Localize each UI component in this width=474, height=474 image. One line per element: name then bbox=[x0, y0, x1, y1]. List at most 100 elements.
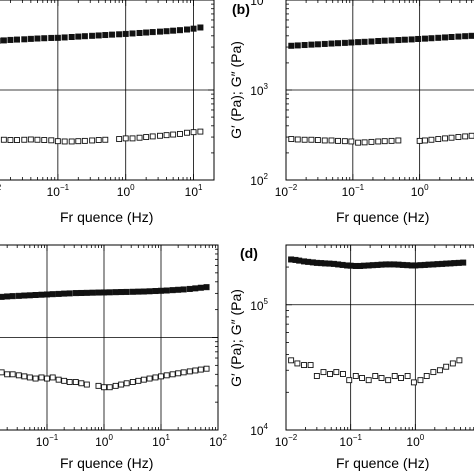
series-loss-modulus bbox=[0, 128, 204, 145]
panel-d: 10−2 10−1 100 104 105 Fr quence (Hz) G′ (Pa); … bbox=[228, 244, 474, 471]
data-point-open bbox=[184, 129, 190, 136]
data-point-filled bbox=[72, 290, 79, 297]
data-point-filled bbox=[4, 293, 11, 300]
x-tick-label: 100 bbox=[117, 183, 135, 199]
plot-frame bbox=[0, 0, 215, 181]
data-point-filled bbox=[347, 262, 354, 269]
data-point-open bbox=[381, 138, 388, 145]
data-point-filled bbox=[301, 42, 308, 49]
data-point-filled bbox=[129, 288, 136, 295]
data-point-open bbox=[106, 384, 113, 391]
data-point-filled bbox=[68, 34, 75, 41]
data-point-open bbox=[0, 136, 7, 143]
data-point-open bbox=[340, 371, 346, 377]
data-point-filled bbox=[321, 40, 328, 47]
x-tick-label: 10−2 bbox=[275, 433, 298, 449]
data-point-filled bbox=[186, 285, 193, 292]
data-point-open bbox=[417, 377, 424, 384]
data-point-open bbox=[163, 372, 170, 379]
data-point-open bbox=[169, 371, 176, 378]
data-point-open bbox=[83, 381, 90, 388]
plot-frame bbox=[285, 0, 474, 181]
data-point-filled bbox=[388, 37, 395, 44]
data-point-filled bbox=[183, 26, 190, 33]
data-point-open bbox=[448, 134, 455, 141]
data-point-filled bbox=[415, 35, 422, 42]
data-point-filled bbox=[163, 28, 170, 35]
data-point-open bbox=[116, 136, 123, 143]
panel-label-d: (d) bbox=[240, 245, 258, 261]
data-point-open bbox=[372, 373, 379, 379]
series-storage-modulus bbox=[0, 24, 204, 44]
x-tick-label: 100 bbox=[406, 433, 424, 449]
data-point-open bbox=[348, 138, 355, 145]
data-point-filled bbox=[149, 29, 156, 36]
data-point-open bbox=[449, 360, 456, 367]
data-point-filled bbox=[308, 41, 315, 48]
data-point-open bbox=[149, 133, 156, 140]
data-point-open bbox=[346, 377, 353, 384]
data-point-filled bbox=[61, 290, 68, 297]
data-point-open bbox=[61, 377, 68, 384]
data-point-filled bbox=[116, 31, 123, 38]
data-point-filled bbox=[26, 292, 33, 299]
data-point-filled bbox=[288, 42, 295, 49]
data-point-filled bbox=[34, 35, 41, 42]
data-point-filled bbox=[78, 289, 85, 296]
data-point-open bbox=[355, 139, 362, 146]
data-point-filled bbox=[21, 36, 28, 43]
series-storage-modulus bbox=[0, 284, 210, 300]
data-point-filled bbox=[54, 34, 61, 41]
data-point-open bbox=[410, 379, 417, 386]
data-point-open bbox=[190, 129, 197, 136]
data-point-open bbox=[38, 374, 45, 381]
data-point-open bbox=[404, 373, 411, 379]
data-point-filled bbox=[197, 284, 204, 291]
data-point-open bbox=[197, 366, 204, 373]
data-point-open bbox=[455, 134, 462, 141]
data-point-filled bbox=[442, 34, 449, 41]
data-point-filled bbox=[381, 37, 388, 44]
data-point-open bbox=[333, 369, 340, 376]
data-point-open bbox=[388, 137, 395, 144]
data-point-open bbox=[462, 133, 469, 140]
data-point-open bbox=[157, 132, 163, 139]
x-tick-label: 101 bbox=[152, 433, 170, 449]
data-point-open bbox=[158, 373, 164, 380]
data-point-filled bbox=[101, 289, 107, 296]
data-point-open bbox=[378, 375, 385, 381]
data-point-open bbox=[385, 377, 392, 384]
data-point-filled bbox=[0, 293, 5, 300]
data-point-filled bbox=[140, 288, 147, 295]
data-point-open bbox=[95, 382, 102, 389]
data-point-open bbox=[395, 137, 402, 144]
data-point-filled bbox=[129, 30, 136, 37]
data-point-open bbox=[112, 382, 119, 389]
data-point-open bbox=[118, 381, 125, 388]
data-point-filled bbox=[163, 287, 170, 294]
data-point-filled bbox=[135, 288, 142, 295]
data-point-open bbox=[9, 371, 16, 378]
y-tick-label: 105 bbox=[250, 297, 268, 313]
data-point-filled bbox=[75, 33, 82, 40]
data-point-filled bbox=[44, 291, 50, 298]
data-point-filled bbox=[455, 33, 462, 40]
data-point-filled bbox=[335, 40, 342, 47]
data-point-open bbox=[197, 128, 204, 135]
data-point-open bbox=[320, 369, 327, 376]
data-point-open bbox=[314, 137, 321, 143]
data-point-open bbox=[359, 375, 366, 381]
data-point-open bbox=[66, 379, 73, 385]
data-point-open bbox=[122, 135, 129, 142]
data-point-open bbox=[423, 373, 430, 379]
data-point-open bbox=[443, 363, 450, 370]
data-point-filled bbox=[355, 39, 362, 46]
x-tick-label: 10−2 bbox=[275, 183, 298, 199]
data-point-filled bbox=[460, 259, 467, 266]
data-point-open bbox=[21, 136, 28, 143]
data-point-open bbox=[175, 370, 182, 377]
data-point-open bbox=[368, 138, 375, 145]
data-point-open bbox=[146, 375, 153, 382]
data-point-open bbox=[341, 138, 348, 145]
